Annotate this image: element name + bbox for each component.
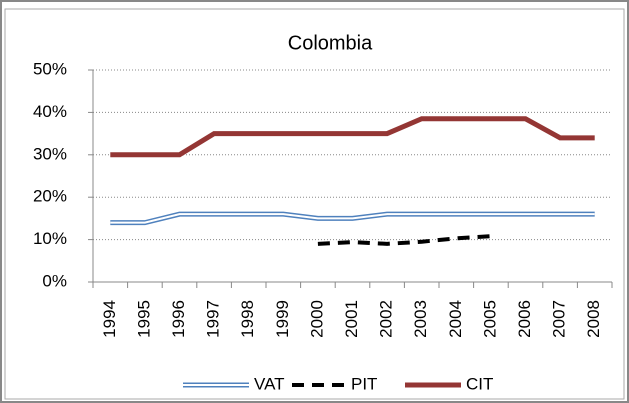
x-tick-label: 2007 — [550, 300, 569, 338]
x-tick-label: 1996 — [169, 300, 188, 338]
x-tick-label: 2000 — [307, 300, 326, 338]
y-tick-label: 40% — [33, 102, 67, 121]
x-tick-label: 2006 — [515, 300, 534, 338]
x-tick-label: 1998 — [238, 300, 257, 338]
x-tick-label: 1999 — [273, 300, 292, 338]
x-tick-label: 2003 — [411, 300, 430, 338]
x-tick-label: 1994 — [100, 300, 119, 338]
chart-title: Colombia — [288, 32, 373, 54]
legend-label: CIT — [466, 374, 493, 393]
x-tick-label: 2008 — [584, 300, 603, 338]
y-tick-label: 30% — [33, 144, 67, 163]
legend-label: VAT — [254, 374, 285, 393]
x-tick-label: 2004 — [446, 300, 465, 338]
x-tick-label: 2001 — [342, 300, 361, 338]
line-inner — [110, 213, 595, 224]
y-tick-label: 0% — [42, 271, 67, 290]
x-tick-label: 1995 — [134, 300, 153, 338]
y-tick-label: 20% — [33, 187, 67, 206]
x-tick-label: 2002 — [377, 300, 396, 338]
y-tick-label: 10% — [33, 229, 67, 248]
legend-label: PIT — [351, 374, 377, 393]
x-tick-label: 2005 — [480, 300, 499, 338]
line — [317, 234, 492, 246]
x-tick-label: 1997 — [204, 300, 223, 338]
y-tick-label: 50% — [33, 59, 67, 78]
plot-frame — [4, 8, 625, 400]
line — [110, 116, 595, 158]
